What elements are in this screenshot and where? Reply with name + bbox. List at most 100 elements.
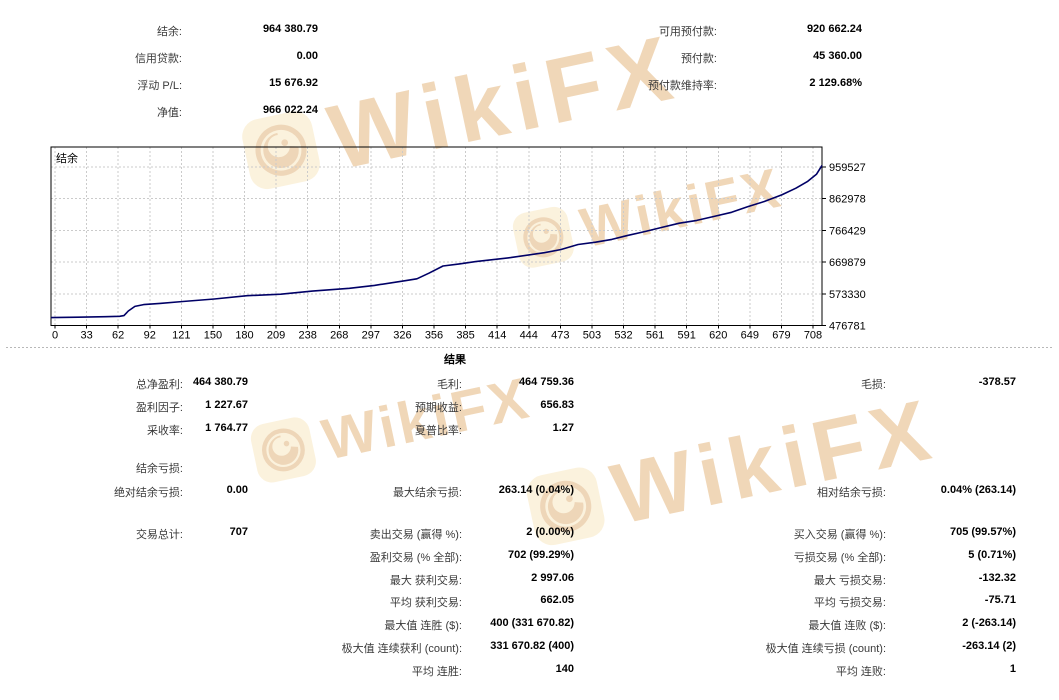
x-axis-labels: 0 33 62 92 121 150 180 209 238 268 297 326 356 385 414… (52, 330, 822, 342)
stat-value: 263.14 (0.04%) (498, 484, 574, 496)
margin-value: 45 360.00 (813, 50, 862, 62)
stats-row: 最大 获利交易: 2 997.06 最大 亏损交易: -132.32 (0, 572, 1059, 588)
y-axis-labels: 476781 573330 669879 766429 862978 959527 (829, 162, 866, 333)
stat-label: 平均 连败: (835, 666, 886, 678)
stat-label: 亏损交易 (% 全部): (793, 552, 886, 564)
summary-row-1: 结余: 964 380.79 可用预付款: 920 662.24 (0, 23, 1059, 39)
stat-value: 1.27 (552, 422, 574, 434)
credit-value: 0.00 (296, 50, 318, 62)
stats-row: 平均 获利交易: 662.05 平均 亏损交易: -75.71 (0, 594, 1059, 610)
summary-row-4: 净值: 966 022.24 (0, 104, 1059, 120)
stats-row: 平均 连胜: 140 平均 连败: 1 (0, 663, 1059, 679)
svg-text:62: 62 (112, 330, 124, 342)
summary-row-2: 信用贷款: 0.00 预付款: 45 360.00 (0, 50, 1059, 66)
stat-label: 总净盈利: (135, 379, 183, 391)
stat-value: 140 (555, 663, 574, 675)
stat-value: 0.00 (226, 484, 248, 496)
stat-value: 5 (0.71%) (968, 549, 1016, 561)
stat-value: -263.14 (2) (962, 640, 1016, 652)
svg-text:862978: 862978 (829, 194, 866, 206)
stat-label: 最大 获利交易: (389, 575, 462, 587)
equity-value: 966 022.24 (262, 104, 318, 116)
chart-frame (50, 146, 823, 326)
stat-value: 1 764.77 (205, 422, 248, 434)
svg-text:561: 561 (646, 330, 664, 342)
stat-label: 采收率: (146, 425, 183, 437)
stat-label: 预期收益: (414, 402, 462, 414)
stat-value: 464 759.36 (518, 376, 574, 388)
balance-label: 结余: (156, 26, 182, 38)
svg-text:503: 503 (583, 330, 601, 342)
svg-text:297: 297 (362, 330, 380, 342)
stat-label: 平均 连胜: (411, 666, 462, 678)
stat-value: 2 997.06 (531, 572, 574, 584)
stat-label: 最大值 连败 ($): (808, 620, 886, 632)
svg-text:476781: 476781 (829, 321, 866, 333)
stat-value: -132.32 (978, 572, 1016, 584)
stats-row: 最大值 连胜 ($): 400 (331 670.82) 最大值 连败 ($): 2 … (0, 617, 1059, 633)
svg-text:708: 708 (804, 330, 822, 342)
svg-text:92: 92 (144, 330, 156, 342)
stat-value: 702 (99.29%) (507, 549, 574, 561)
svg-text:444: 444 (520, 330, 538, 342)
stat-value: 0.04% (263.14) (940, 484, 1016, 496)
svg-text:180: 180 (235, 330, 253, 342)
stats-row: 结余亏损: (0, 460, 1059, 476)
svg-text:238: 238 (298, 330, 316, 342)
svg-text:209: 209 (267, 330, 285, 342)
margin-level-label: 预付款维持率: (647, 80, 717, 92)
credit-label: 信用贷款: (134, 53, 182, 65)
chart-gridlines (51, 147, 822, 326)
stat-label: 卖出交易 (赢得 %): (369, 529, 462, 541)
stat-value: 331 670.82 (400) (490, 640, 574, 652)
stat-value: -75.71 (984, 594, 1016, 606)
svg-text:669879: 669879 (829, 257, 866, 269)
stat-value: 1 (1009, 663, 1016, 675)
svg-text:121: 121 (172, 330, 190, 342)
svg-text:649: 649 (741, 330, 759, 342)
floating-pl-value: 15 676.92 (269, 77, 318, 89)
stat-label: 盈利交易 (% 全部): (369, 552, 462, 564)
stat-label: 结余亏损: (135, 463, 183, 475)
stat-label: 盈利因子: (135, 402, 183, 414)
stats-row: 绝对结余亏损: 0.00 最大结余亏损: 263.14 (0.04%) 相对结余亏损: 0… (0, 484, 1059, 500)
stat-value: 1 227.67 (205, 399, 248, 411)
svg-text:679: 679 (772, 330, 790, 342)
balance-value: 964 380.79 (262, 23, 318, 35)
stat-label: 绝对结余亏损: (113, 487, 183, 499)
margin-level-value: 2 129.68% (809, 77, 862, 89)
stat-label: 毛损: (860, 379, 886, 391)
svg-text:591: 591 (677, 330, 695, 342)
stat-label: 交易总计: (135, 529, 183, 541)
equity-label: 净值: (156, 107, 182, 119)
stat-value: 662.05 (540, 594, 574, 606)
svg-text:414: 414 (488, 330, 506, 342)
svg-text:0: 0 (52, 330, 58, 342)
svg-text:620: 620 (709, 330, 727, 342)
svg-text:959527: 959527 (829, 162, 866, 174)
results-title: 结果 (444, 354, 466, 366)
svg-text:385: 385 (456, 330, 474, 342)
stat-label: 相对结余亏损: (816, 487, 886, 499)
stats-row: 总净盈利: 464 380.79 毛利: 464 759.36 毛损: -378.57 (0, 376, 1059, 392)
stat-label: 平均 获利交易: (389, 597, 462, 609)
svg-text:150: 150 (204, 330, 222, 342)
stat-value: 400 (331 670.82) (490, 617, 574, 629)
stats-row: 盈利交易 (% 全部): 702 (99.29%) 亏损交易 (% 全部): 5 (0… (0, 549, 1059, 565)
stat-label: 极大值 连续亏损 (count): (765, 643, 886, 655)
stat-label: 夏普比率: (414, 425, 462, 437)
summary-row-3: 浮动 P/L: 15 676.92 预付款维持率: 2 129.68% (0, 77, 1059, 93)
stat-value: 2 (-263.14) (962, 617, 1016, 629)
stat-label: 毛利: (436, 379, 462, 391)
svg-text:473: 473 (551, 330, 569, 342)
stat-value: 656.83 (540, 399, 574, 411)
stat-label: 最大 亏损交易: (813, 575, 886, 587)
stat-value: 464 380.79 (192, 376, 248, 388)
svg-text:268: 268 (330, 330, 348, 342)
stat-label: 极大值 连续获利 (count): (341, 643, 462, 655)
chart-legend-balance: 结余 (56, 153, 78, 165)
chart-tick-marks (54, 166, 826, 329)
stat-label: 买入交易 (赢得 %): (793, 529, 886, 541)
stats-row: 盈利因子: 1 227.67 预期收益: 656.83 (0, 399, 1059, 415)
